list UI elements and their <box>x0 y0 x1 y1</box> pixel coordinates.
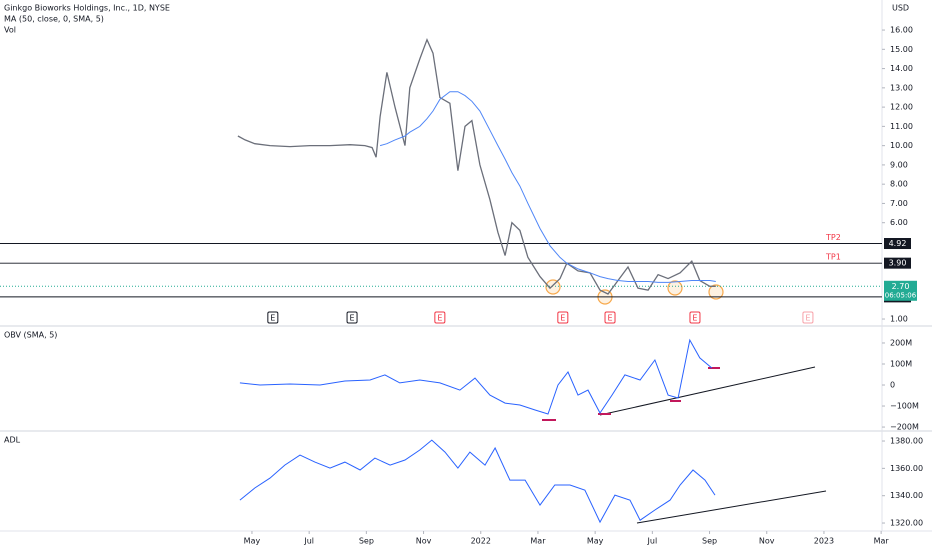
trend-line <box>599 366 816 416</box>
level-tag <box>884 238 911 250</box>
trend-line <box>636 490 827 524</box>
y-tick-label: 16.00 <box>890 26 913 35</box>
x-tick-label: Jul <box>303 537 314 546</box>
y-tick-label: 1.00 <box>890 315 908 324</box>
y-tick-label: 1320.00 <box>890 519 923 528</box>
y-tick-label: 1340.00 <box>890 491 923 500</box>
series-line <box>239 338 713 415</box>
x-tick-label: 2022 <box>471 537 491 546</box>
earnings-marker <box>604 311 616 324</box>
earnings-marker <box>689 311 701 324</box>
level-name: TP2 <box>825 233 841 242</box>
indicator-label: MA (50, close, 0, SMA, 5) <box>4 15 104 24</box>
x-tick-label: Mar <box>530 537 546 546</box>
earnings-label: E <box>437 314 442 323</box>
earnings-label: E <box>560 314 565 323</box>
earnings-marker <box>802 311 814 324</box>
series-line <box>237 37 716 295</box>
y-tick-label: 12.00 <box>890 103 913 112</box>
earnings-marker <box>557 311 569 324</box>
y-tick-label: 13.00 <box>890 83 913 92</box>
earnings-label: E <box>692 314 697 323</box>
y-tick-label: 9.00 <box>890 160 908 169</box>
obv-markers <box>542 367 720 421</box>
y-tick-label: 8.00 <box>890 180 908 189</box>
low-markers <box>545 279 724 305</box>
y-tick-label: −200M <box>890 423 919 432</box>
series-line <box>239 439 716 524</box>
x-tick-label: Nov <box>416 537 432 546</box>
level-value: 3.90 <box>889 259 907 268</box>
series-line <box>379 91 716 283</box>
y-tick-label: 100M <box>890 359 912 368</box>
earnings-label: E <box>805 314 810 323</box>
earnings-marker <box>434 311 446 324</box>
x-tick-label: Nov <box>759 537 775 546</box>
last-price-tag <box>884 280 917 301</box>
earnings-label: E <box>270 314 275 323</box>
earnings-marker <box>267 311 279 324</box>
pane-title: OBV (SMA, 5) <box>4 331 57 340</box>
y-tick-label: 15.00 <box>890 45 913 54</box>
y-tick-label: 7.00 <box>890 199 908 208</box>
x-tick-label: Jul <box>647 537 658 546</box>
countdown: 06:05:06 <box>885 291 917 299</box>
currency-label: USD <box>892 4 909 13</box>
pane-title: ADL <box>4 436 21 445</box>
earnings-label: E <box>607 314 612 323</box>
y-tick-label: 11.00 <box>890 122 913 131</box>
last-price: 2.70 <box>892 282 910 291</box>
low-marker <box>667 280 683 296</box>
y-tick-label: 1380.00 <box>890 437 923 446</box>
level-value: 4.92 <box>889 239 907 248</box>
y-tick-label: 14.00 <box>890 64 913 73</box>
x-tick-label: Mar <box>874 537 890 546</box>
x-tick-label: May <box>587 537 604 546</box>
x-tick-label: May <box>244 537 261 546</box>
earnings-label: E <box>350 314 355 323</box>
earnings-marker <box>346 311 358 324</box>
level-name: TP1 <box>825 253 841 262</box>
y-tick-label: 200M <box>890 338 912 347</box>
x-tick-label: Sep <box>702 537 717 546</box>
y-tick-label: −100M <box>890 402 919 411</box>
low-marker <box>545 279 561 295</box>
x-tick-label: Sep <box>359 537 374 546</box>
y-tick-label: 0 <box>890 381 895 390</box>
level-tag <box>884 257 911 269</box>
y-tick-label: 1360.00 <box>890 464 923 473</box>
y-tick-label: 6.00 <box>890 218 908 227</box>
x-tick-label: 2023 <box>814 537 834 546</box>
y-tick-label: 10.00 <box>890 141 913 150</box>
volume-label: Vol <box>4 26 16 35</box>
chart-title: Ginkgo Bioworks Holdings, Inc., 1D, NYSE <box>4 4 170 13</box>
low-marker <box>708 284 724 300</box>
